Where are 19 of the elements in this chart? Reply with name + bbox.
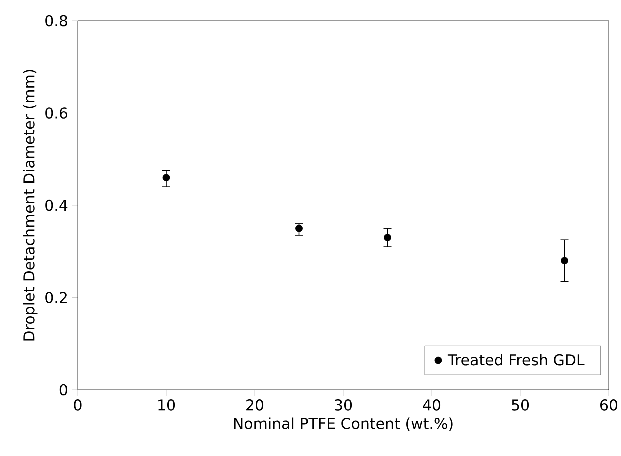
y-tick-label: 0.2: [46, 292, 67, 304]
x-tick-label: 20: [246, 400, 264, 411]
point: [384, 234, 392, 242]
y-tick-label: 0.4: [46, 200, 68, 212]
point: [296, 224, 303, 232]
y-tick-label: 0: [60, 384, 68, 396]
x-tick-label: 10: [158, 400, 176, 411]
point: [162, 174, 170, 182]
x-tick-label: 50: [512, 400, 530, 411]
x-tick-label: 0: [74, 400, 82, 411]
y-tick-label: 0.8: [46, 15, 68, 27]
x-tick-label: 60: [600, 400, 618, 411]
y-axis-title: Droplet Detachment Diameter (mm): [23, 70, 38, 341]
point: [561, 257, 568, 265]
x-tick-label: 40: [423, 400, 441, 411]
y-tick-label: 0.6: [46, 108, 68, 119]
x-axis-title: Nominal PTFE Content (wt.%): [234, 418, 453, 432]
x-tick-label: 30: [335, 400, 352, 411]
legend-label: Treated Fresh GDL: [448, 354, 585, 366]
